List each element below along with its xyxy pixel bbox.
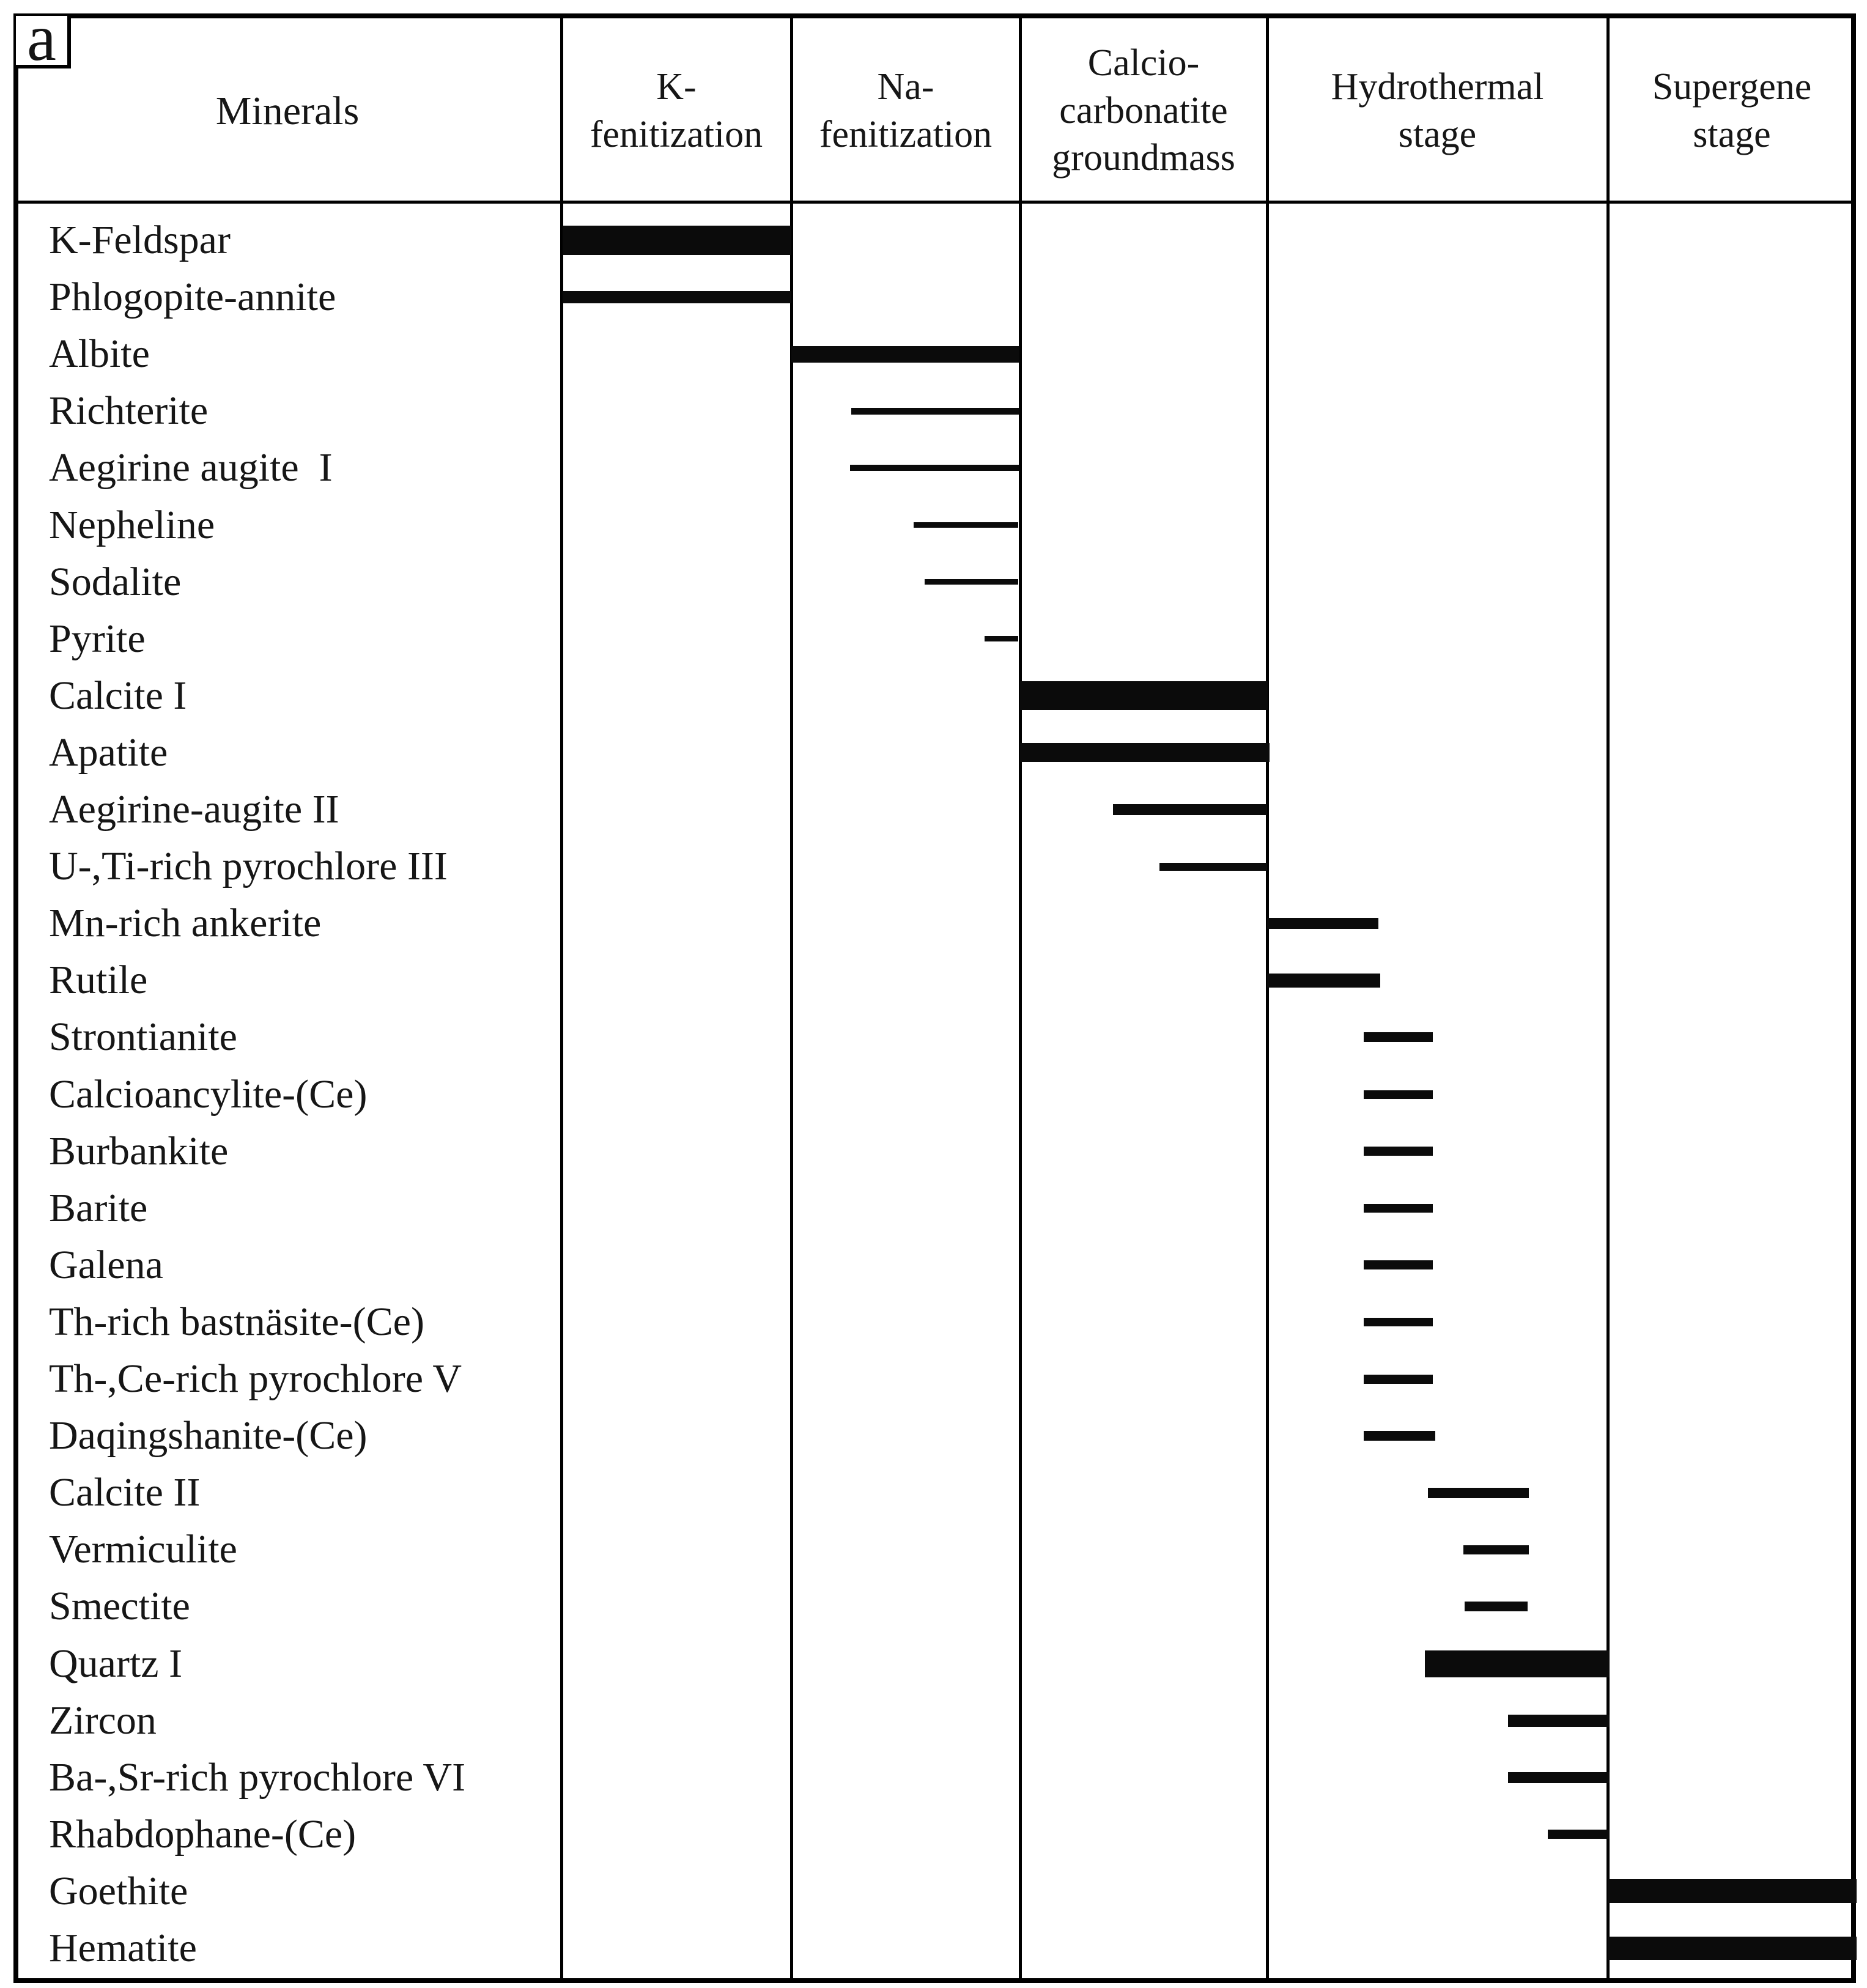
mineral-label-28: Rhabdophane-(Ce): [49, 1812, 357, 1857]
column-divider-3: [1266, 13, 1269, 1983]
column-divider-0: [560, 13, 563, 1983]
stage-bar-20: [1364, 1375, 1433, 1384]
mineral-label-8: Calcite I: [49, 673, 187, 718]
stage-bar-22: [1428, 1488, 1529, 1498]
panel-label: a: [27, 2, 56, 75]
column-header-stage-4: Supergene stage: [1652, 66, 1812, 155]
mineral-label-17: Barite: [49, 1186, 148, 1230]
stage-bar-18: [1364, 1260, 1433, 1269]
mineral-label-9: Apatite: [49, 730, 168, 775]
mineral-label-4: Aegirine augite I: [49, 445, 333, 490]
mineral-label-6: Sodalite: [49, 560, 182, 604]
column-header-stage-0: K- fenitization: [590, 66, 763, 155]
stage-bar-27: [1508, 1772, 1610, 1783]
stage-bar-24: [1465, 1602, 1528, 1611]
mineral-label-15: Calcioancylite-(Ce): [49, 1072, 368, 1117]
stage-bar-14: [1364, 1032, 1433, 1042]
column-divider-2: [1019, 13, 1022, 1983]
stage-bar-25: [1425, 1650, 1610, 1677]
stage-bar-8: [1020, 681, 1268, 710]
stage-bar-30: [1608, 1937, 1857, 1960]
mineral-label-23: Vermiculite: [49, 1527, 237, 1572]
mineral-label-30: Hematite: [49, 1926, 197, 1970]
stage-bar-13: [1267, 974, 1380, 988]
mineral-label-14: Strontianite: [49, 1014, 237, 1059]
table-outer-border: [13, 13, 1856, 1983]
mineral-label-27: Ba-,Sr-rich pyrochlore VI: [49, 1755, 466, 1800]
stage-bar-10: [1113, 804, 1267, 815]
mineral-label-21: Daqingshanite-(Ce): [49, 1413, 368, 1458]
mineral-label-2: Albite: [49, 331, 150, 376]
stage-bar-7: [985, 636, 1018, 641]
stage-bar-1: [563, 291, 791, 303]
stage-bar-23: [1463, 1545, 1529, 1554]
stage-bar-2: [791, 346, 1019, 363]
stage-bar-29: [1608, 1879, 1857, 1903]
stage-bar-3: [851, 408, 1019, 415]
mineral-label-16: Burbankite: [49, 1129, 229, 1173]
column-header-stage-1: Na- fenitization: [819, 66, 993, 155]
mineral-label-18: Galena: [49, 1243, 163, 1287]
mineral-label-11: U-,Ti-rich pyrochlore III: [49, 844, 448, 889]
column-divider-1: [790, 13, 793, 1983]
column-header-stage-3: Hydrothermal stage: [1331, 66, 1544, 155]
stage-bar-6: [925, 579, 1018, 585]
mineral-label-20: Th-,Ce-rich pyrochlore V: [49, 1356, 462, 1401]
stage-bar-16: [1364, 1147, 1433, 1156]
mineral-label-1: Phlogopite-annite: [49, 275, 336, 319]
stage-bar-9: [1020, 743, 1270, 762]
mineral-label-22: Calcite II: [49, 1470, 201, 1515]
stage-bar-28: [1548, 1830, 1610, 1839]
mineral-label-19: Th-rich bastnäsite-(Ce): [49, 1299, 424, 1344]
mineral-label-25: Quartz I: [49, 1641, 183, 1686]
stage-bar-0: [563, 226, 791, 255]
mineral-label-24: Smectite: [49, 1584, 190, 1628]
mineral-label-29: Goethite: [49, 1869, 188, 1913]
mineral-label-13: Rutile: [49, 958, 148, 1002]
mineral-label-5: Nepheline: [49, 503, 215, 547]
header-divider-line: [13, 201, 1856, 204]
mineral-label-10: Aegirine-augite II: [49, 787, 339, 832]
mineral-label-0: K-Feldspar: [49, 218, 231, 262]
stage-bar-21: [1364, 1431, 1435, 1441]
stage-bar-4: [850, 465, 1019, 471]
panel-label-box: a: [16, 6, 71, 72]
stage-bar-12: [1267, 918, 1378, 929]
stage-bar-11: [1159, 863, 1267, 871]
stage-bar-19: [1364, 1318, 1433, 1326]
column-header-minerals: Minerals: [215, 88, 360, 133]
mineral-label-7: Pyrite: [49, 616, 146, 661]
stage-bar-17: [1364, 1204, 1433, 1213]
column-divider-4: [1606, 13, 1610, 1983]
stage-bar-5: [914, 522, 1018, 528]
mineral-label-3: Richterite: [49, 388, 209, 433]
mineral-label-26: Zircon: [49, 1698, 157, 1743]
stage-bar-15: [1364, 1090, 1433, 1099]
column-header-stage-2: Calcio- carbonatite groundmass: [1052, 42, 1235, 179]
mineral-label-12: Mn-rich ankerite: [49, 901, 322, 945]
stage-bar-26: [1508, 1715, 1610, 1727]
